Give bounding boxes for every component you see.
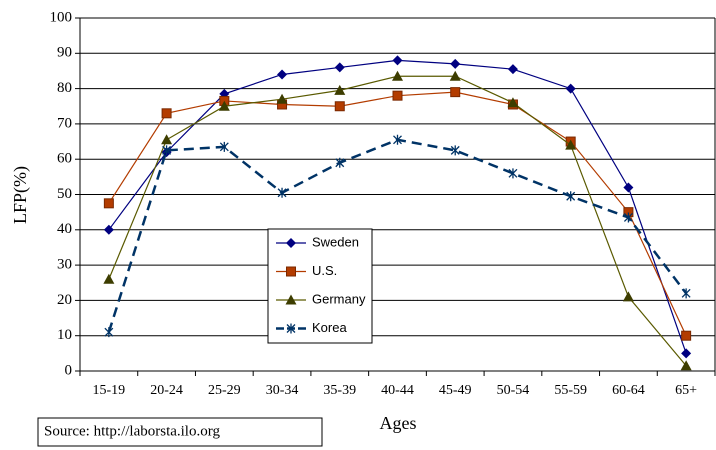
marker: [681, 288, 691, 299]
y-tick-label: 40: [57, 221, 72, 237]
marker: [566, 191, 576, 202]
x-axis-label: Ages: [380, 413, 417, 433]
marker: [277, 69, 288, 80]
series-line: [108, 75, 687, 367]
marker: [285, 294, 297, 305]
y-tick-label: 80: [57, 80, 72, 96]
marker: [450, 87, 461, 98]
x-tick-label: 30-34: [266, 383, 299, 398]
marker: [103, 198, 114, 209]
source: Source: http://laborsta.ilo.org: [44, 423, 220, 439]
series-line: [108, 91, 687, 336]
marker: [334, 84, 346, 95]
x-tick-label: 50-54: [497, 383, 530, 398]
marker: [623, 182, 634, 193]
marker: [565, 139, 577, 150]
legend-box: [267, 228, 373, 344]
series-line: [107, 138, 688, 333]
y-tick-label: 30: [57, 257, 72, 273]
y-tick-label: 50: [57, 186, 72, 202]
marker: [450, 145, 460, 156]
source-box: [37, 417, 323, 447]
marker: [286, 323, 296, 334]
marker: [104, 327, 114, 338]
marker: [449, 70, 461, 81]
x-tick-label: 25-29: [208, 383, 241, 398]
marker: [218, 100, 230, 111]
marker: [161, 108, 172, 119]
marker: [335, 157, 345, 168]
marker: [334, 101, 345, 112]
marker: [622, 291, 634, 302]
y-tick-label: 100: [50, 9, 73, 25]
x-tick-label: 15-19: [93, 383, 126, 398]
marker: [392, 90, 403, 101]
y-tick-label: 10: [57, 327, 72, 343]
marker: [681, 330, 692, 341]
marker: [161, 134, 173, 145]
x-tick-label: 20-24: [150, 383, 183, 398]
marker: [393, 134, 402, 145]
marker: [392, 70, 403, 81]
marker: [103, 273, 115, 284]
marker: [680, 360, 692, 371]
y-tick-label: 60: [57, 151, 72, 167]
x-tick-label: 35-39: [323, 383, 356, 398]
y-axis-label: LFP(%): [10, 166, 31, 224]
marker: [219, 141, 229, 152]
marker: [681, 348, 692, 359]
x-tick-label: 55-59: [554, 383, 587, 398]
marker: [286, 266, 296, 277]
legend-label: Korea: [312, 320, 347, 335]
legend-label: U.S.: [312, 263, 337, 278]
x-tick-label: 60-64: [612, 383, 645, 398]
marker: [277, 187, 287, 198]
y-tick-label: 20: [57, 292, 72, 308]
marker: [508, 168, 518, 179]
x-tick-label: 65+: [675, 383, 697, 398]
x-tick-label: 45-49: [439, 383, 472, 398]
marker: [103, 224, 114, 235]
legend-label: Germany: [312, 291, 366, 306]
marker: [623, 212, 633, 223]
marker: [507, 97, 519, 108]
x-tick-label: 40-44: [381, 383, 414, 398]
y-tick-label: 90: [57, 45, 72, 61]
marker: [286, 238, 296, 248]
marker: [334, 62, 345, 73]
marker: [565, 83, 576, 94]
legend-label: Sweden: [312, 234, 359, 249]
marker: [450, 58, 461, 69]
legend: Sweden U.S. Germany Korea: [267, 228, 373, 344]
y-tick-label: 70: [57, 115, 72, 131]
y-tick-label: 0: [65, 362, 73, 378]
marker: [507, 64, 518, 75]
marker: [392, 55, 403, 66]
marker: [276, 93, 288, 104]
marker: [162, 145, 172, 156]
